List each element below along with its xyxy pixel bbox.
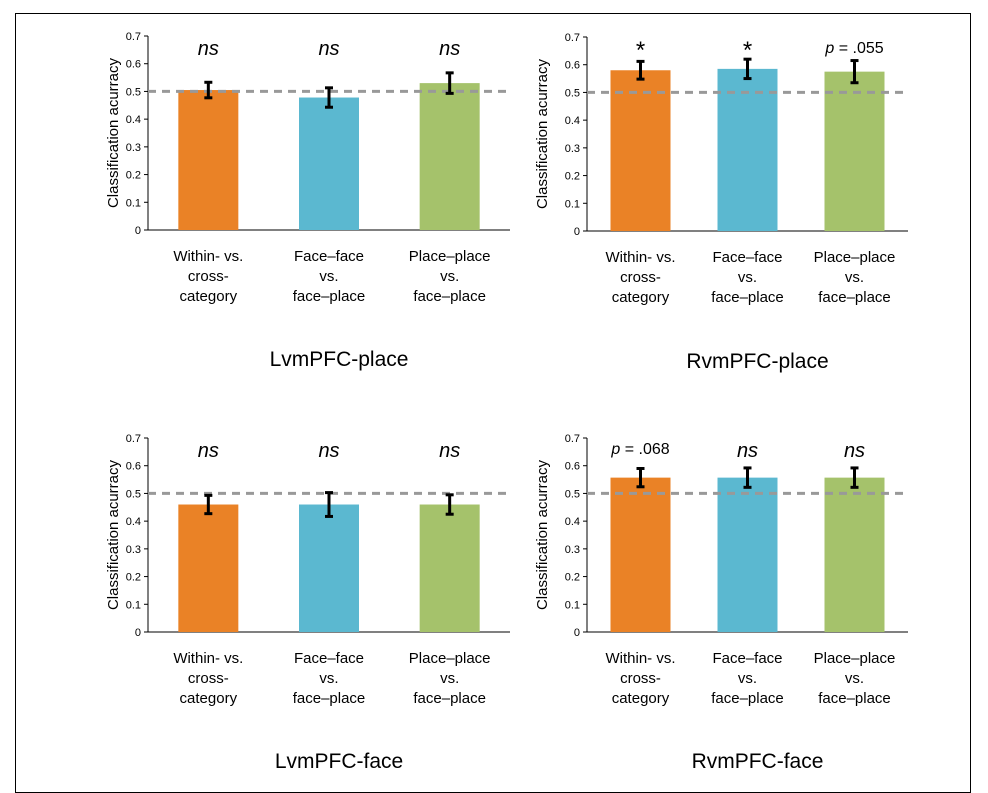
error-bar (204, 493, 213, 516)
error-bar (325, 491, 333, 518)
ns-annotation: ns (439, 440, 460, 462)
y-tick-label: 0.5 (126, 86, 141, 98)
bar (717, 477, 778, 632)
y-tick-label: 0.7 (565, 433, 580, 445)
error-bar (445, 493, 454, 516)
y-tick-label: 0 (135, 627, 141, 639)
chart-panel-4: 0 0.1 0.2 0.3 0.4 0.5 0.6 0.7 Classification acu… (534, 433, 908, 773)
y-tick-label: 0.3 (126, 142, 141, 154)
bar (610, 70, 671, 231)
y-tick-label: 0.6 (126, 461, 141, 473)
ns-annotation: ns (318, 38, 339, 60)
y-tick-label: 0.4 (565, 115, 580, 127)
y-tick-label: 0.1 (126, 599, 141, 611)
bar (419, 83, 480, 230)
category-label: Place–place vs. face–place (409, 650, 491, 707)
chart-panel-1: 0 0.1 0.2 0.3 0.4 0.5 0.6 0.7 Classification acu… (105, 31, 510, 371)
y-tick-label: 0.2 (126, 572, 141, 584)
panel-title: RvmPFC-place (686, 350, 828, 373)
bar (610, 477, 671, 632)
error-bar (636, 59, 645, 81)
error-bar (850, 466, 859, 489)
bar (299, 97, 359, 230)
error-bar (743, 57, 752, 81)
p-value-annotation: p = .055 (824, 40, 883, 57)
p-value-annotation: p = .068 (610, 441, 669, 458)
category-label: Place–place vs. face–place (814, 249, 896, 306)
y-tick-label: 0.5 (126, 488, 141, 500)
category-label: Within- vs. cross-category (605, 249, 675, 306)
bar (178, 504, 239, 632)
y-axis-label: Classification acurracy (105, 57, 122, 208)
y-tick-label: 0.7 (126, 433, 141, 445)
significance-star: * (636, 37, 645, 64)
y-tick-label: 0.3 (565, 544, 580, 556)
error-bar (325, 86, 333, 109)
ns-annotation: ns (439, 38, 460, 60)
y-tick-label: 0.4 (126, 516, 141, 528)
chart-panel-2: 0 0.1 0.2 0.3 0.4 0.5 0.6 0.7 Classification acu… (534, 32, 908, 373)
error-bar (445, 71, 454, 95)
y-tick-label: 0.7 (126, 31, 141, 43)
panel-title: RvmPFC-face (692, 750, 824, 773)
category-label: Within- vs. cross-category (605, 650, 675, 707)
y-tick-label: 0.5 (565, 87, 580, 99)
panel-title: LvmPFC-place (270, 348, 409, 371)
y-tick-label: 0.6 (565, 60, 580, 72)
bar (419, 504, 480, 632)
y-tick-label: 0.6 (565, 461, 580, 473)
ns-annotation: ns (318, 440, 339, 462)
y-tick-label: 0.2 (126, 170, 141, 182)
y-tick-label: 0.4 (565, 516, 580, 528)
y-tick-label: 0 (574, 627, 580, 639)
error-bar (204, 80, 213, 100)
error-bar (850, 59, 859, 85)
ns-annotation: ns (198, 38, 219, 60)
category-label: Face–face vs. face–place (293, 248, 366, 305)
chart-panel-3: 0 0.1 0.2 0.3 0.4 0.5 0.6 0.7 Classification acu… (105, 433, 510, 773)
y-tick-label: 0.2 (565, 171, 580, 183)
y-tick-label: 0 (574, 226, 580, 238)
ns-annotation: ns (844, 440, 865, 462)
y-tick-label: 0.5 (565, 488, 580, 500)
y-tick-label: 0.1 (126, 197, 141, 209)
category-label: Within- vs. cross-category (173, 248, 243, 305)
category-label: Place–place vs. face–place (814, 650, 896, 707)
y-tick-label: 0 (135, 225, 141, 237)
error-bar (636, 466, 645, 489)
y-axis-label: Classification acurracy (105, 459, 122, 610)
y-tick-label: 0.1 (565, 198, 580, 210)
bar (824, 477, 885, 632)
y-tick-label: 0.3 (126, 544, 141, 556)
category-label: Place–place vs. face–place (409, 248, 491, 305)
bar (178, 90, 239, 231)
y-tick-label: 0.3 (565, 143, 580, 155)
bar (824, 71, 885, 232)
ns-annotation: ns (737, 440, 758, 462)
category-label: Face–face vs. face–place (711, 650, 784, 707)
y-axis-label: Classification acurracy (534, 58, 551, 209)
y-tick-label: 0.2 (565, 572, 580, 584)
y-tick-label: 0.4 (126, 114, 141, 126)
y-axis-label: Classification acurracy (534, 459, 551, 610)
bar (299, 504, 359, 632)
panel-title: LvmPFC-face (275, 750, 403, 773)
bar (717, 68, 778, 231)
y-tick-label: 0.1 (565, 599, 580, 611)
significance-star: * (743, 37, 752, 64)
y-tick-label: 0.6 (126, 59, 141, 71)
y-tick-label: 0.7 (565, 32, 580, 44)
category-label: Face–face vs. face–place (711, 249, 784, 306)
category-label: Face–face vs. face–place (293, 650, 366, 707)
category-label: Within- vs. cross-category (173, 650, 243, 707)
error-bar (743, 466, 752, 489)
ns-annotation: ns (198, 440, 219, 462)
